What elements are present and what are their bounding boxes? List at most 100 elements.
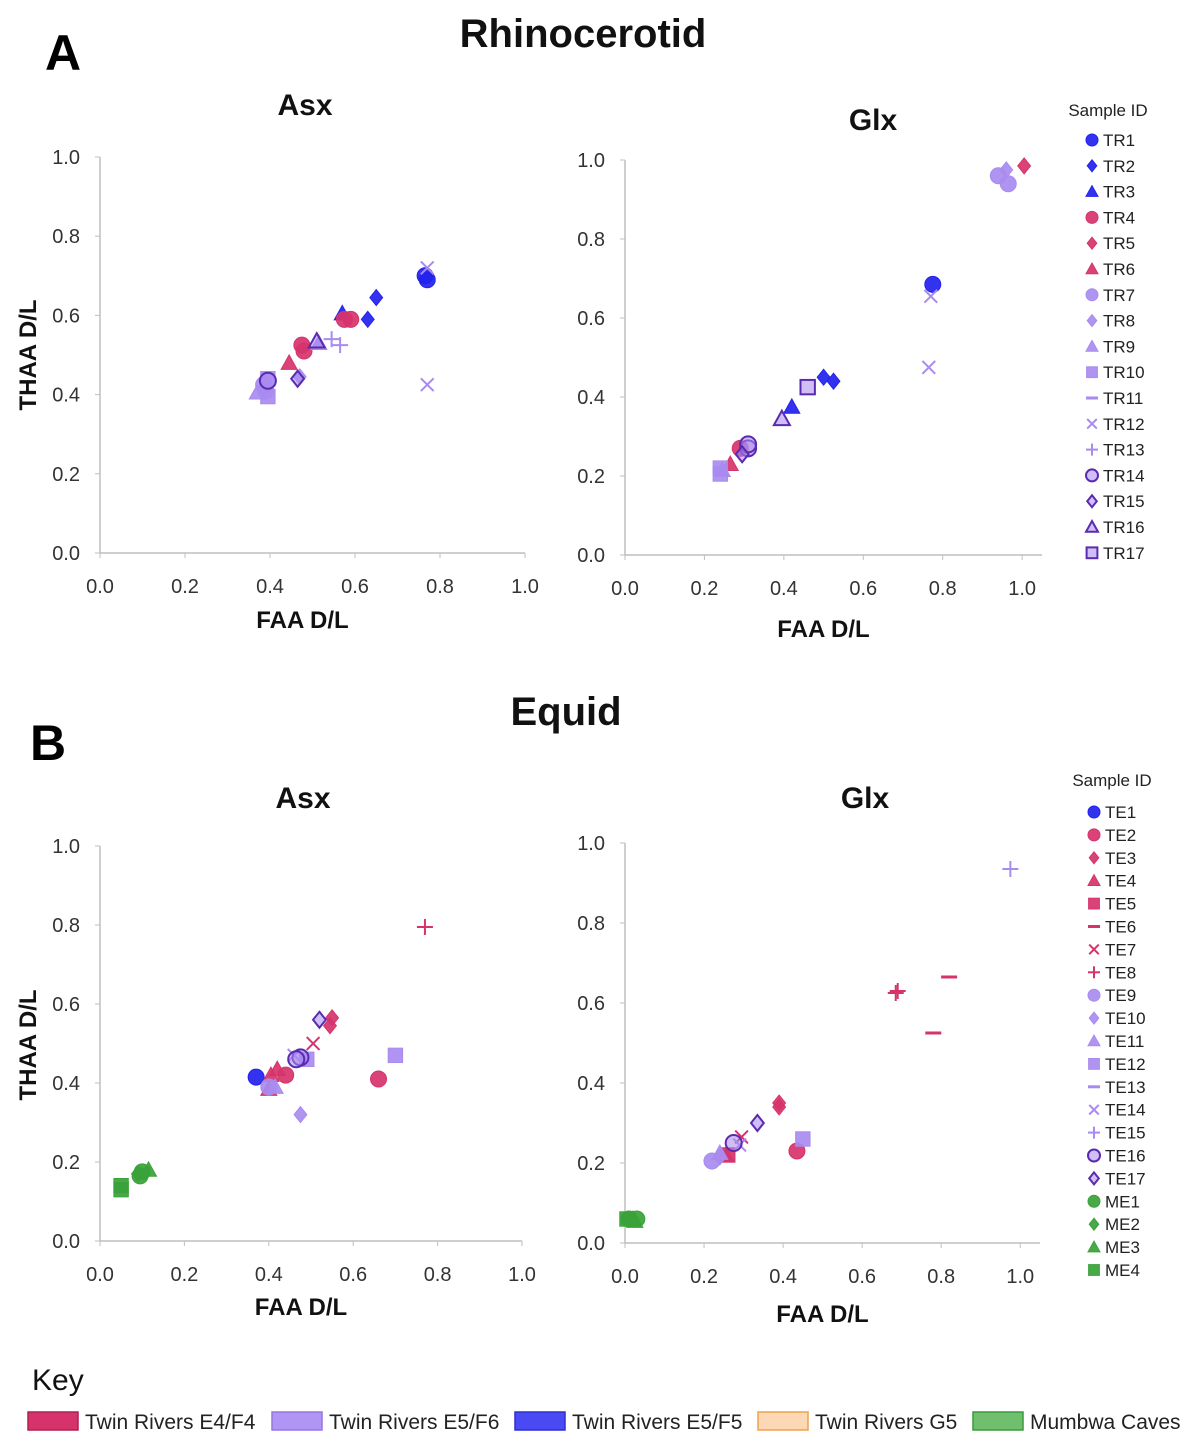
- key-swatch: [271, 1411, 323, 1431]
- legend-marker-te9: [1087, 988, 1101, 1002]
- legend-marker-tr10: [1086, 366, 1098, 379]
- x-tick-label: 0.2: [691, 578, 719, 600]
- y-tick-label: 0.8: [52, 226, 80, 248]
- legend-marker-te4: [1087, 873, 1101, 886]
- legend-item-te1: TE1: [1087, 803, 1136, 822]
- legend-marker-tr5: [1086, 236, 1098, 251]
- data-point-te7: [306, 1036, 321, 1051]
- legend-label: ME4: [1105, 1261, 1140, 1280]
- legend-marker-te12: [1088, 1058, 1100, 1070]
- legend-label: TE3: [1105, 849, 1136, 868]
- y-tick-label: 0.8: [52, 915, 80, 937]
- x-tick-label: 0.6: [339, 1264, 367, 1286]
- key-item: Twin Rivers G5: [757, 1411, 957, 1434]
- legend-item-tr2: TR2: [1086, 157, 1135, 176]
- chart-a-asx: 0.0 0.2 0.4 0.6 0.8 1.0 0.0 0.2 0.4 0.6 0.8 1.0 Asx F…: [15, 89, 539, 634]
- data-point-tr3: [782, 397, 801, 414]
- x-tick-label: 0.8: [426, 576, 454, 598]
- chart-title: Glx: [841, 782, 890, 815]
- legend-label: TE8: [1105, 963, 1136, 982]
- x-tick-label: 1.0: [1008, 578, 1036, 600]
- y-tick-label: 0.8: [577, 913, 605, 935]
- legend-item-te7: TE7: [1088, 940, 1136, 959]
- y-tick-label: 0.4: [577, 387, 605, 409]
- legend-label: TE6: [1105, 918, 1136, 937]
- y-tick-label: 0.2: [577, 466, 605, 488]
- legend-panel-a: Sample ID TR1 TR2 TR3 TR4 TR5 TR6 TR7 TR8 TR9 TR1…: [1068, 101, 1147, 563]
- legend-marker-te7: [1088, 943, 1100, 955]
- panel-a-title: Rhinocerotid: [460, 12, 707, 56]
- legend-label: ME1: [1105, 1192, 1140, 1211]
- legend-label: TR16: [1103, 518, 1145, 537]
- key-item: Twin Rivers E5/F5: [514, 1411, 742, 1434]
- data-point-me4: [619, 1211, 635, 1227]
- x-tick-label: 0.8: [424, 1264, 452, 1286]
- legend-item-te10: TE10: [1088, 1009, 1146, 1028]
- data-point-te11: [266, 1077, 284, 1094]
- data-point-tr16: [772, 408, 792, 427]
- legend-item-me4: ME4: [1088, 1261, 1140, 1280]
- x-tick-label: 0.6: [849, 578, 877, 600]
- y-tick-label: 0.6: [52, 305, 80, 327]
- legend-item-me2: ME2: [1088, 1215, 1140, 1234]
- legend-marker-tr16: [1084, 518, 1100, 533]
- legend-marker-tr12: [1086, 418, 1098, 430]
- legend-item-tr14: TR14: [1085, 466, 1145, 485]
- key-title: Key: [32, 1364, 84, 1397]
- x-tick-label: 1.0: [1006, 1266, 1034, 1288]
- y-tick-label: 0.6: [577, 308, 605, 330]
- legend-marker-tr9: [1085, 339, 1099, 352]
- legend-marker-te17: [1087, 1170, 1101, 1187]
- data-point-tr5: [1017, 157, 1032, 175]
- y-tick-label: 0.0: [577, 545, 605, 567]
- legend-label: TR11: [1103, 389, 1143, 408]
- legend-marker-te8: [1088, 966, 1100, 979]
- key-label: Twin Rivers G5: [815, 1411, 957, 1434]
- legend-item-te12: TE12: [1088, 1055, 1146, 1074]
- legend-label: TE4: [1105, 872, 1136, 891]
- data-point-tr2: [360, 310, 375, 329]
- legend-label: TE1: [1105, 803, 1136, 822]
- data-point-te1: [247, 1068, 265, 1086]
- key-label: Twin Rivers E5/F5: [572, 1411, 742, 1434]
- x-tick-label: 0.4: [256, 576, 284, 598]
- legend-marker-tr13: [1086, 443, 1098, 456]
- data-point-te10: [293, 1105, 308, 1124]
- legend-label: ME2: [1105, 1215, 1140, 1234]
- legend-label: TE10: [1105, 1009, 1146, 1028]
- key-item: Mumbwa Caves: [972, 1411, 1181, 1434]
- y-tick-label: 0.4: [577, 1073, 605, 1095]
- x-tick-label: 0.4: [255, 1264, 283, 1286]
- legend-marker-te11: [1087, 1033, 1101, 1047]
- legend-item-tr1: TR1: [1085, 131, 1135, 150]
- y-axis-label: THAA D/L: [15, 989, 42, 1100]
- legend-marker-tr1: [1085, 133, 1099, 147]
- legend-marker-me3: [1087, 1240, 1101, 1253]
- legend-item-te14: TE14: [1088, 1101, 1146, 1120]
- data-point-te12: [387, 1047, 404, 1064]
- legend-item-tr4: TR4: [1085, 208, 1135, 227]
- legend-a-title: Sample ID: [1068, 101, 1147, 120]
- legend-item-te15: TE15: [1088, 1124, 1146, 1143]
- legend-panel-b: Sample ID TE1 TE2 TE3 TE4 TE5 TE6 TE7 TE8 TE9 TE1…: [1072, 771, 1151, 1280]
- legend-label: TR8: [1103, 312, 1135, 331]
- legend-marker-tr7: [1085, 288, 1099, 302]
- data-point-tr1: [416, 267, 434, 285]
- legend-item-me3: ME3: [1087, 1238, 1140, 1257]
- legend-item-te3: TE3: [1088, 849, 1136, 868]
- data-point-tr10: [712, 460, 729, 476]
- legend-label: TR17: [1103, 544, 1145, 563]
- data-point-te16: [287, 1050, 306, 1069]
- data-point-tr15: [734, 444, 750, 464]
- data-point-tr16: [307, 331, 327, 349]
- y-tick-label: 0.4: [52, 1073, 80, 1095]
- legend-marker-te5: [1088, 897, 1100, 910]
- legend-marker-me2: [1088, 1217, 1100, 1232]
- legend-marker-te3: [1088, 850, 1100, 865]
- legend-label: TE2: [1105, 826, 1136, 845]
- data-point-te17: [749, 1113, 766, 1133]
- x-tick-label: 0.2: [170, 1264, 198, 1286]
- x-tick-label: 0.0: [86, 576, 114, 598]
- legend-marker-te15: [1088, 1126, 1100, 1139]
- data-point-me2: [130, 1165, 146, 1183]
